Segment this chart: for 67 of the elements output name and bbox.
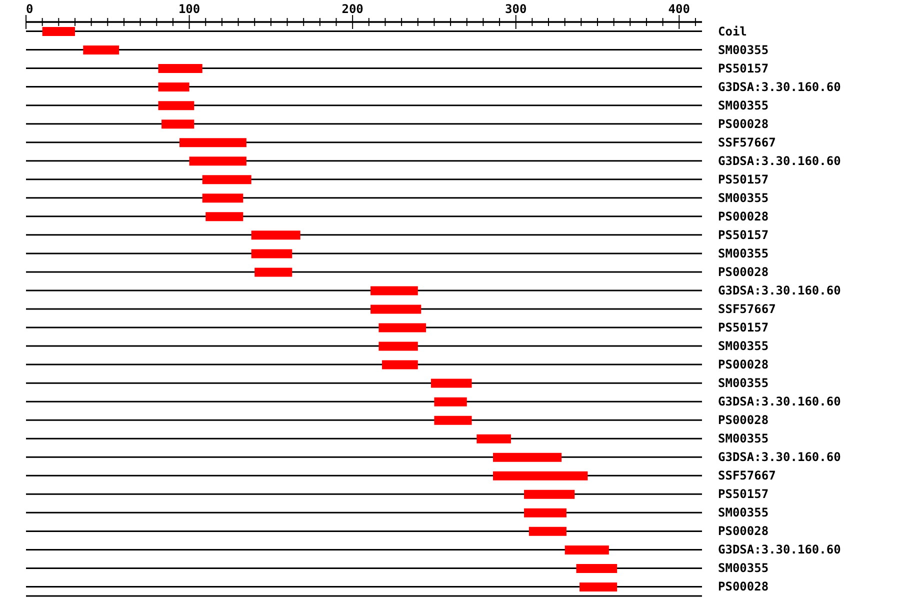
bar xyxy=(528,526,566,536)
y-tick-label: G3DSA:3.30.160.60 xyxy=(718,80,841,94)
y-tick-label: SM00355 xyxy=(718,98,769,112)
bar xyxy=(202,194,244,203)
bar xyxy=(524,508,566,518)
y-tick-label: PS00028 xyxy=(718,264,769,279)
x-tick-label: 400 xyxy=(668,2,690,16)
y-tick-label: PS00028 xyxy=(718,524,769,538)
bar xyxy=(370,304,422,314)
bar xyxy=(576,564,618,573)
bar xyxy=(83,46,120,55)
y-tick-label: SM00355 xyxy=(718,42,769,57)
bar xyxy=(492,452,562,462)
bar xyxy=(158,101,194,110)
bar xyxy=(189,156,246,166)
bar xyxy=(158,82,190,92)
x-tick-label: 100 xyxy=(178,2,200,16)
x-tick-label: 200 xyxy=(342,2,364,16)
bar xyxy=(434,397,467,406)
y-tick-label: SM00355 xyxy=(718,376,769,390)
y-tick-label: PS00028 xyxy=(718,116,769,131)
y-tick-label: SM00355 xyxy=(718,339,769,354)
y-tick-label: G3DSA:3.30.160.60 xyxy=(718,542,841,557)
bar xyxy=(179,138,246,148)
y-tick-label: PS00028 xyxy=(718,209,769,224)
bar xyxy=(430,378,472,388)
bar xyxy=(580,582,618,592)
bar xyxy=(251,230,300,240)
bar xyxy=(434,416,472,425)
bar xyxy=(202,175,252,184)
y-tick-label: PS50157 xyxy=(718,172,769,186)
y-tick-label: PS50157 xyxy=(718,320,769,335)
y-tick-label: SM00355 xyxy=(718,190,769,205)
y-tick-label: SSF57667 xyxy=(718,302,776,316)
bar xyxy=(378,323,426,332)
bar xyxy=(254,268,292,277)
y-tick-label: PS50157 xyxy=(718,228,769,242)
y-tick-label: G3DSA:3.30.160.60 xyxy=(718,154,841,168)
y-tick-label: Coil xyxy=(718,24,747,38)
bar xyxy=(382,360,418,370)
bar xyxy=(564,545,609,554)
y-tick-label: SM00355 xyxy=(718,432,769,446)
y-tick-label: PS50157 xyxy=(718,487,769,502)
bar xyxy=(42,27,75,36)
y-tick-label: SM00355 xyxy=(718,246,769,260)
bar xyxy=(476,434,511,444)
x-tick-label: 0 xyxy=(26,2,34,16)
x-tick-label: 300 xyxy=(505,2,527,16)
y-tick-label: PS00028 xyxy=(718,358,769,372)
y-tick-label: G3DSA:3.30.160.60 xyxy=(718,283,841,298)
bar xyxy=(524,490,575,499)
y-tick-label: G3DSA:3.30.160.60 xyxy=(718,394,841,409)
y-tick-label: PS00028 xyxy=(718,580,769,594)
bar xyxy=(370,286,418,296)
bar xyxy=(378,342,418,351)
bar xyxy=(492,471,588,480)
y-tick-label: PS50157 xyxy=(718,61,769,76)
y-tick-label: SM00355 xyxy=(718,506,769,520)
bar xyxy=(251,249,292,258)
y-tick-label: PS00028 xyxy=(718,413,769,428)
y-tick-label: G3DSA:3.30.160.60 xyxy=(718,450,841,464)
y-tick-label: SSF57667 xyxy=(718,468,776,483)
bar xyxy=(206,212,244,222)
y-tick-label: SSF57667 xyxy=(718,135,776,150)
y-tick-label: SM00355 xyxy=(718,561,769,576)
bar xyxy=(158,64,202,74)
bar xyxy=(162,120,194,129)
